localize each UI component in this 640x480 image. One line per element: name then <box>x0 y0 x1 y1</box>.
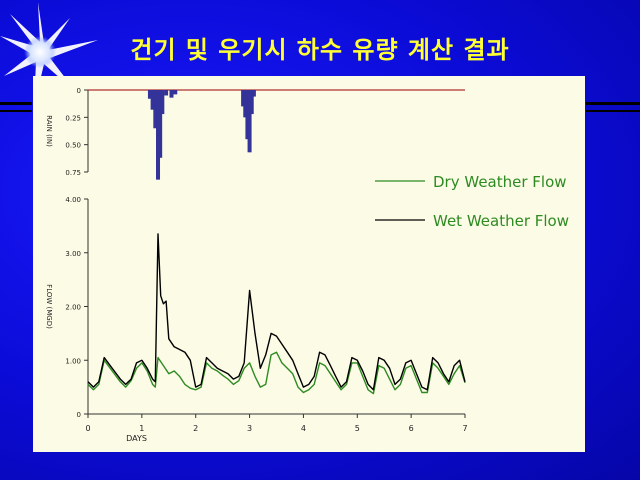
rain-bar <box>158 90 163 158</box>
x-tick-label: 5 <box>355 424 360 433</box>
flow-y-tick-label: 4.00 <box>65 196 81 204</box>
rain-bar <box>169 90 174 98</box>
flow-y-tick-label: 3.00 <box>65 250 81 258</box>
flow-axis-label: FLOW (MGD) <box>45 284 53 329</box>
rain-bar <box>147 90 152 99</box>
x-tick-label: 2 <box>193 424 198 433</box>
flow-y-tick-label: 1.00 <box>65 357 81 365</box>
decorative-bar-left <box>0 102 32 105</box>
starburst-decoration <box>0 2 98 106</box>
rain-bar <box>173 90 178 95</box>
rain-bar <box>153 90 158 129</box>
series-line-wet-weather-flow <box>87 233 466 391</box>
x-tick-label: 6 <box>409 424 414 433</box>
legend-label: Wet Weather Flow <box>433 212 569 230</box>
rain-bar <box>150 90 155 110</box>
rain-bar <box>164 90 169 96</box>
rain-bar <box>249 90 254 115</box>
rain-bar <box>160 90 165 115</box>
rain-bar <box>243 90 248 118</box>
flow-chart: 0 0.25 0.50 0.75 RAIN (IN) 0 1.00 2.00 3.00 4.00 F… <box>45 87 569 443</box>
chart-panel: 0 0.25 0.50 0.75 RAIN (IN) 0 1.00 2.00 3.00 4.00 F… <box>33 76 585 452</box>
decorative-bar-right <box>586 102 640 105</box>
rain-bar <box>241 90 246 107</box>
rain-y-tick-label: 0.50 <box>65 142 81 150</box>
x-axis-label: DAYS <box>126 434 147 443</box>
rain-bar <box>251 90 256 97</box>
flow-y-tick-label: 0 <box>77 411 81 419</box>
x-tick-label: 0 <box>85 424 90 433</box>
rain-bar <box>247 90 252 153</box>
x-tick-label: 1 <box>139 424 144 433</box>
slide-title: 건기 및 우기시 하수 유량 계산 결과 <box>130 36 510 64</box>
rain-y-tick-label: 0.25 <box>65 114 81 122</box>
rain-bar <box>245 90 250 140</box>
legend-label: Dry Weather Flow <box>433 173 567 191</box>
decorative-bar-right-2 <box>586 110 640 112</box>
decorative-bar-left-2 <box>0 110 32 112</box>
rain-y-tick-label: 0.75 <box>65 169 81 177</box>
rain-bar <box>156 90 161 180</box>
x-tick-label: 7 <box>462 424 467 433</box>
rain-axis-label: RAIN (IN) <box>45 115 53 147</box>
x-tick-label: 4 <box>301 424 306 433</box>
flow-y-tick-label: 2.00 <box>65 304 81 312</box>
series-line-dry-weather-flow <box>87 351 466 395</box>
rain-y-tick-label: 0 <box>77 87 81 95</box>
x-tick-label: 3 <box>247 424 252 433</box>
